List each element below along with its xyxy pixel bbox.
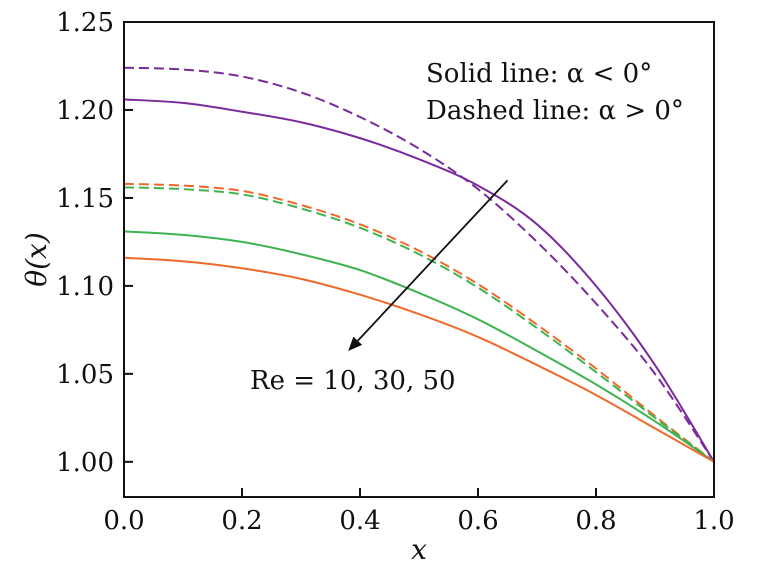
- x-tick-label: 0.2: [221, 506, 262, 536]
- series-line-3-dashed: [123, 186, 715, 463]
- y-tick-label: 1.20: [56, 96, 114, 126]
- series-layer: [123, 66, 715, 463]
- trend-arrow-head: [348, 336, 363, 351]
- arrow-label: Re = 10, 30, 50: [250, 366, 456, 396]
- arrow-layer: [348, 179, 509, 351]
- x-tick-label: 0.4: [339, 506, 380, 536]
- y-tick-label: 1.05: [56, 360, 114, 390]
- series-line-2-dashed: [123, 182, 715, 463]
- x-tick-label: 0.8: [575, 506, 616, 536]
- y-axis-label: θ(x): [20, 232, 53, 287]
- series-line-1-solid: [123, 98, 715, 463]
- x-tick-label: 1.0: [693, 506, 734, 536]
- y-tick-label: 1.25: [56, 8, 114, 38]
- legend-dashed-text: Dashed line: α > 0°: [426, 96, 684, 126]
- y-tick-label: 1.10: [56, 272, 114, 302]
- legend-solid-text: Solid line: α < 0°: [426, 59, 652, 89]
- x-axis-label: x: [411, 533, 427, 566]
- x-tick-label: 0.0: [103, 506, 144, 536]
- x-tick-label: 0.6: [457, 506, 498, 536]
- series-line-0-dashed: [123, 66, 715, 463]
- series-line-5-solid: [123, 256, 715, 463]
- series-line-4-solid: [123, 230, 715, 463]
- plot-frame: [123, 21, 715, 498]
- tick-layer: 0.0 0.2 0.4 0.6 0.8 1.0 1.00 1.05 1.10 1.15 1.20 1.…: [56, 8, 735, 536]
- y-tick-label: 1.15: [56, 184, 114, 214]
- trend-arrow-shaft: [357, 179, 509, 342]
- y-tick-label: 1.00: [56, 448, 114, 478]
